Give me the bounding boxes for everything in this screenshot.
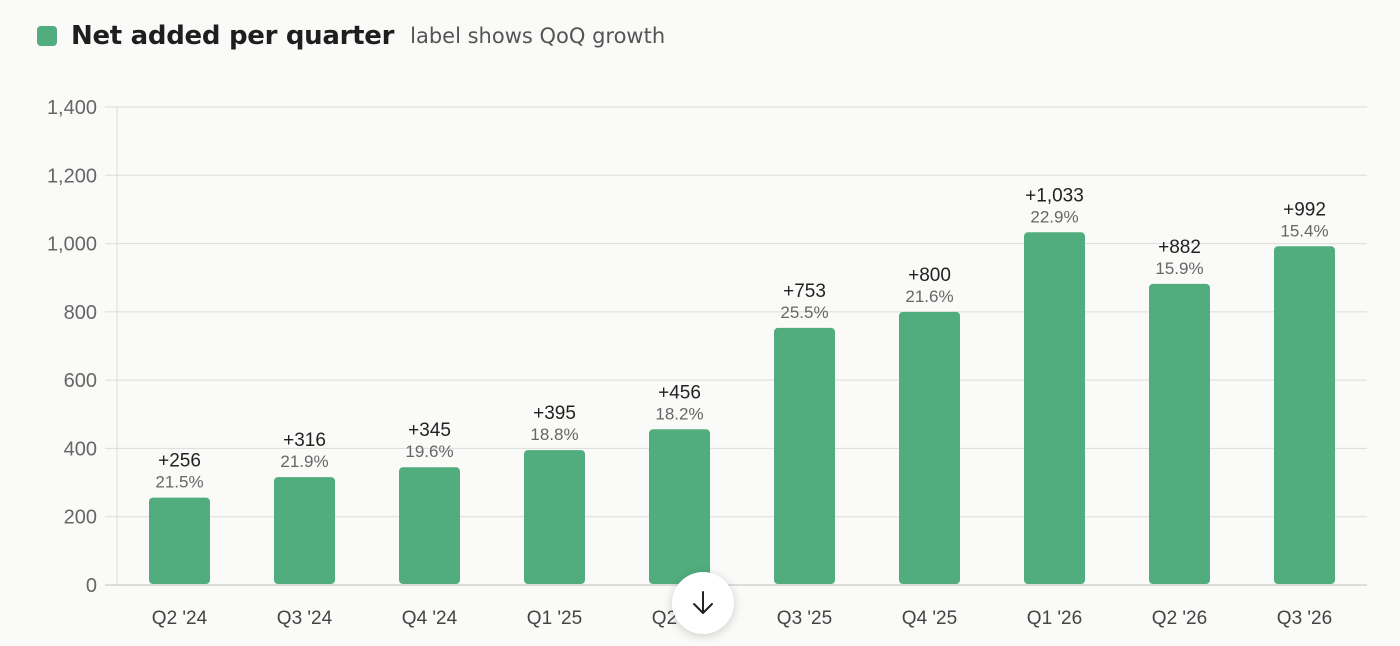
y-tick-label: 400 — [64, 438, 97, 460]
bar — [274, 477, 335, 584]
value-label: +345 — [408, 420, 451, 441]
y-tick-label: 800 — [64, 302, 97, 324]
value-label: +456 — [658, 382, 701, 403]
value-label: +753 — [783, 281, 826, 302]
growth-label: 22.9% — [1030, 207, 1078, 226]
legend-subtitle: label shows QoQ growth — [410, 24, 666, 48]
bar — [149, 497, 210, 584]
growth-label: 15.4% — [1280, 221, 1328, 240]
bar — [524, 450, 585, 584]
x-tick-label: Q1 '26 — [1027, 608, 1082, 629]
growth-label: 18.8% — [530, 425, 578, 444]
y-tick-label: 1,000 — [47, 234, 97, 256]
value-label: +800 — [908, 265, 951, 286]
y-tick-label: 600 — [64, 370, 97, 392]
value-label: +316 — [283, 430, 326, 451]
bar — [774, 327, 835, 584]
x-tick-label: Q2 '24 — [152, 608, 208, 629]
x-tick-label: Q2 '26 — [1152, 608, 1207, 629]
bar — [1024, 232, 1085, 584]
growth-label: 21.5% — [155, 473, 203, 492]
value-label: +992 — [1283, 199, 1326, 220]
value-label: +256 — [158, 451, 201, 472]
bar — [649, 429, 710, 584]
value-label: +395 — [533, 403, 576, 424]
growth-label: 18.2% — [655, 404, 703, 423]
y-tick-label: 1,400 — [47, 97, 97, 119]
growth-label: 21.6% — [905, 287, 953, 306]
x-tick-label: Q4 '25 — [902, 608, 957, 629]
bars — [149, 232, 1335, 584]
x-tick-label: Q1 '25 — [527, 608, 582, 629]
y-tick-label: 0 — [86, 575, 97, 597]
bar — [1149, 283, 1210, 584]
growth-label: 15.9% — [1155, 259, 1203, 278]
legend-swatch — [37, 26, 57, 46]
growth-label: 21.9% — [280, 452, 328, 471]
bar — [899, 311, 960, 584]
x-tick-label: Q3 '25 — [777, 608, 832, 629]
y-tick-label: 200 — [64, 507, 97, 529]
growth-label: 25.5% — [780, 303, 828, 322]
legend: Net added per quarter label shows QoQ gr… — [37, 18, 665, 54]
x-tick-label: Q4 '24 — [402, 608, 458, 629]
value-label: +882 — [1158, 237, 1201, 258]
growth-label: 19.6% — [405, 442, 453, 461]
bar — [1274, 246, 1335, 584]
legend-title: Net added per quarter — [71, 21, 395, 51]
arrow-down-icon — [693, 591, 713, 614]
x-tick-label: Q3 '26 — [1277, 608, 1332, 629]
y-axis-tick-labels: 0 200 400 600 800 1,000 1,200 1,400 — [47, 97, 97, 597]
y-tick-label: 1,200 — [47, 165, 97, 187]
x-tick-label: Q3 '24 — [277, 608, 333, 629]
bar — [399, 467, 460, 584]
scroll-down-button[interactable] — [672, 572, 734, 634]
value-label: +1,033 — [1025, 185, 1084, 206]
